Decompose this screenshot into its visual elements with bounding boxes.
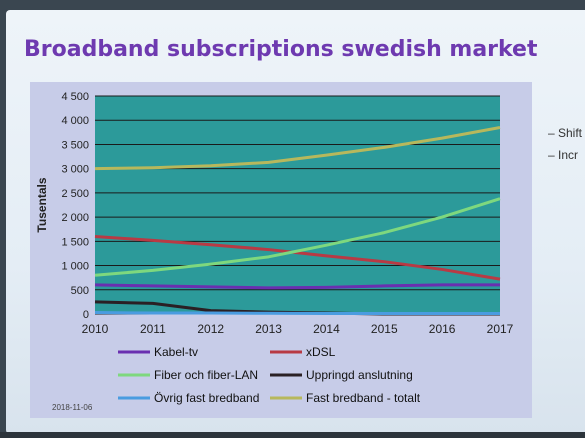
x-tick-label: 2013 [255, 322, 282, 336]
side-bullet-1: – Shift [548, 126, 583, 140]
series-line-fiber-och-fiber-lan [94, 197, 501, 277]
series-line-fast-bredband-totalt [94, 126, 501, 171]
x-tick-label: 2012 [197, 322, 224, 336]
side-bullet-2: – Incr [548, 148, 579, 162]
legend-label: xDSL [306, 345, 336, 359]
y-tick-label: 4 000 [61, 115, 89, 127]
y-tick-label: 500 [71, 285, 89, 297]
x-tick-label: 2016 [429, 322, 456, 336]
y-tick-label: 2 500 [61, 188, 89, 200]
y-tick-label: 3 000 [61, 164, 89, 176]
legend-label: Fast bredband - totalt [306, 391, 421, 405]
legend-label: Övrig fast bredband [154, 391, 259, 405]
plot-area [95, 96, 500, 314]
x-tick-label: 2010 [82, 322, 109, 336]
x-tick-label: 2015 [371, 322, 398, 336]
legend-label: Uppringd anslutning [306, 368, 413, 382]
slide-title: Broadband subscriptions swedish market [24, 37, 538, 62]
y-axis-label: Tusentals [35, 177, 49, 232]
chart-panel: 0 500 1 000 1 500 2 000 2 500 3 000 3 500 4 000 4… [30, 82, 532, 418]
date-stamp: 2018-11-06 [52, 403, 93, 412]
y-tick-label: 4 500 [61, 91, 89, 103]
x-tick-label: 2011 [140, 322, 166, 336]
legend-label: Fiber och fiber-LAN [154, 368, 258, 382]
y-tick-label: 2 000 [61, 212, 89, 224]
series-line-vrig-fast-bredband [94, 311, 500, 316]
y-tick-label: 1 000 [61, 261, 89, 273]
y-tick-label: 1 500 [61, 236, 89, 248]
x-tick-label: 2014 [313, 322, 340, 336]
broadband-line-chart: 0 500 1 000 1 500 2 000 2 500 3 000 3 500 4 000 4… [35, 91, 514, 412]
y-tick-label: 3 500 [61, 139, 89, 151]
legend-label: Kabel-tv [154, 345, 198, 359]
x-tick-label: 2017 [487, 322, 514, 336]
screen-bezel [0, 432, 585, 438]
series-line-kabel-tv [94, 283, 500, 290]
y-tick-label: 0 [83, 309, 89, 321]
series-line-xdsl [94, 234, 501, 281]
